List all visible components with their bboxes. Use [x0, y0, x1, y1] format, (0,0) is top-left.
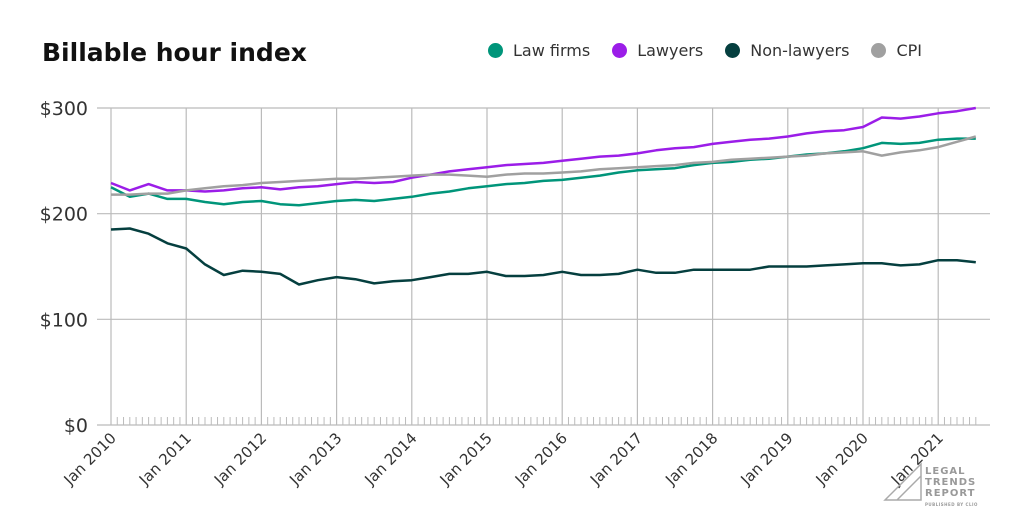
x-tick-label: Jan 2019	[736, 429, 796, 489]
x-tick-label: Jan 2020	[812, 429, 872, 489]
legend-dot	[871, 43, 887, 58]
legend-item-lawyers: Lawyers	[612, 41, 703, 60]
y-tick-label: $100	[40, 309, 88, 331]
x-tick-label: Jan 2010	[60, 429, 120, 489]
legend-dot	[725, 43, 741, 58]
x-tick-label: Jan 2015	[436, 429, 496, 489]
legend-label: Law firms	[513, 41, 591, 60]
y-tick-label: $0	[64, 415, 88, 437]
legend-item-cpi: CPI	[871, 41, 922, 60]
chart-title: Billable hour index	[42, 38, 307, 67]
legend-label: Non-lawyers	[750, 41, 850, 60]
series-line-cpi	[111, 135, 977, 196]
logo-subtext: PUBLISHED BY CLIO	[925, 502, 978, 507]
legend-label: CPI	[896, 41, 922, 60]
x-tick-label: Jan 2014	[360, 429, 420, 489]
y-tick-label: $300	[40, 98, 88, 120]
legend-item-non-lawyers: Non-lawyers	[725, 41, 849, 60]
logo-text: LEGAL	[925, 466, 966, 477]
x-tick-label: Jan 2016	[511, 429, 571, 489]
series-line-non-lawyers	[110, 227, 976, 286]
legend-dot	[612, 43, 628, 58]
legal-trends-report-logo: LEGAL TRENDS REPORT PUBLISHED BY CLIO	[883, 462, 978, 510]
x-tick-label: Jan 2011	[135, 429, 195, 489]
logo-text: TRENDS	[925, 477, 977, 488]
x-tick-label: Jan 2018	[661, 429, 721, 489]
series-line-law-firms	[110, 137, 976, 207]
y-tick-label: $200	[40, 204, 88, 226]
legend-label: Lawyers	[637, 41, 704, 60]
legend-item-law-firms: Law firms	[488, 41, 590, 60]
logo-text: REPORT	[925, 488, 976, 499]
x-tick-label: Jan 2013	[285, 429, 345, 489]
series-line-lawyers	[110, 106, 977, 193]
x-tick-label: Jan 2012	[210, 429, 270, 489]
x-tick-label: Jan 2017	[586, 429, 646, 489]
logo-mark-icon	[883, 462, 922, 501]
legend: Law firms Lawyers Non-lawyers CPI	[488, 41, 922, 60]
legend-dot	[488, 43, 503, 58]
